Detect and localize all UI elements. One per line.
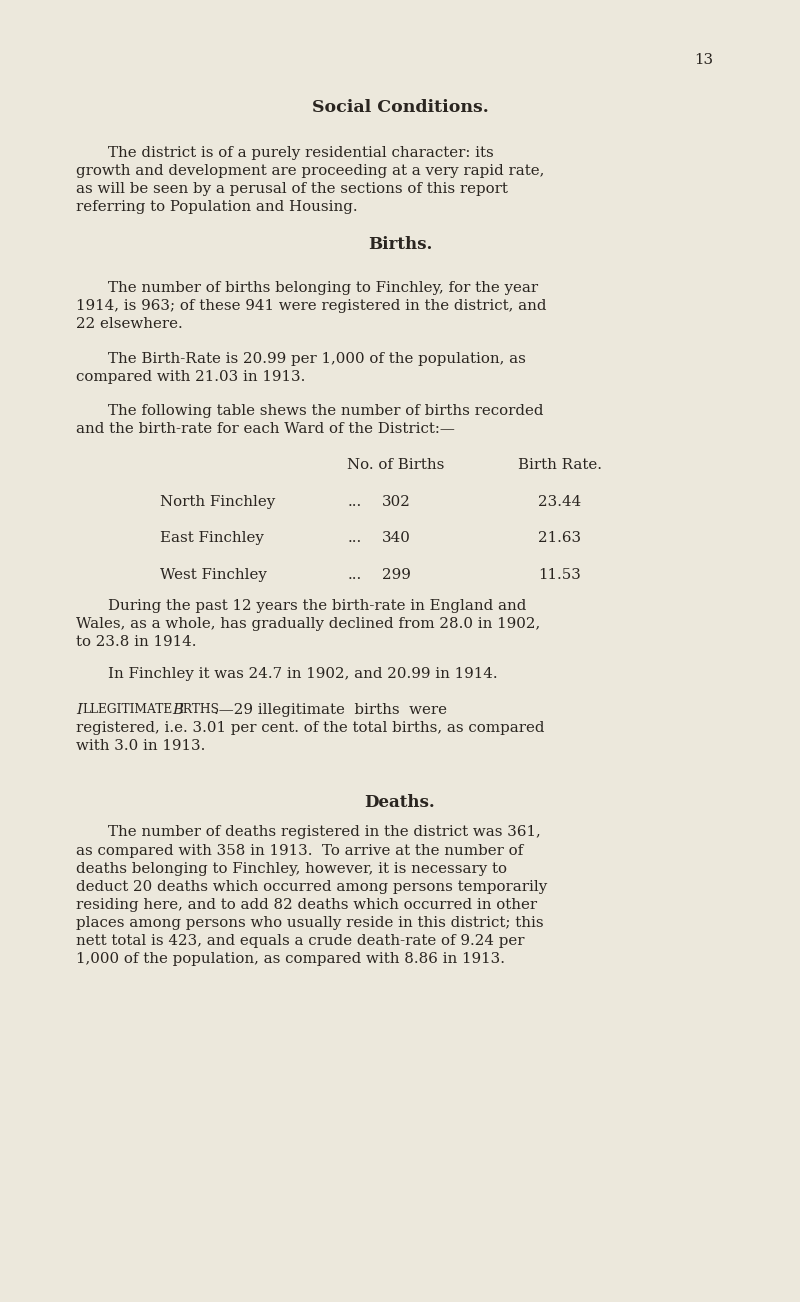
Text: compared with 21.03 in 1913.: compared with 21.03 in 1913. (76, 370, 306, 384)
Text: ...: ... (348, 531, 362, 546)
Text: Deaths.: Deaths. (365, 794, 435, 811)
Text: The number of births belonging to Finchley, for the year: The number of births belonging to Finchl… (108, 281, 538, 296)
Text: residing here, and to add 82 deaths which occurred in other: residing here, and to add 82 deaths whic… (76, 897, 537, 911)
Text: Social Conditions.: Social Conditions. (312, 99, 488, 116)
Text: 23.44: 23.44 (538, 495, 582, 509)
Text: places among persons who usually reside in this district; this: places among persons who usually reside … (76, 915, 544, 930)
Text: IRTHS: IRTHS (178, 703, 219, 716)
Text: growth and development are proceeding at a very rapid rate,: growth and development are proceeding at… (76, 164, 544, 178)
Text: Wales, as a whole, has gradually declined from 28.0 in 1902,: Wales, as a whole, has gradually decline… (76, 617, 540, 631)
Text: 299: 299 (382, 568, 410, 582)
Text: No. of Births: No. of Births (347, 458, 445, 473)
Text: ...: ... (348, 495, 362, 509)
Text: Birth Rate.: Birth Rate. (518, 458, 602, 473)
Text: The Birth-Rate is 20.99 per 1,000 of the population, as: The Birth-Rate is 20.99 per 1,000 of the… (108, 352, 526, 366)
Text: The district is of a purely residential character: its: The district is of a purely residential … (108, 146, 494, 160)
Text: nett total is 423, and equals a crude death-rate of 9.24 per: nett total is 423, and equals a crude de… (76, 934, 525, 948)
Text: as compared with 358 in 1913.  To arrive at the number of: as compared with 358 in 1913. To arrive … (76, 844, 523, 858)
Text: B: B (173, 703, 183, 717)
Text: North Finchley: North Finchley (160, 495, 275, 509)
Text: 11.53: 11.53 (538, 568, 582, 582)
Text: 21.63: 21.63 (538, 531, 582, 546)
Text: 302: 302 (382, 495, 410, 509)
Text: 13: 13 (694, 53, 714, 68)
Text: ...: ... (348, 568, 362, 582)
Text: 1,000 of the population, as compared with 8.86 in 1913.: 1,000 of the population, as compared wit… (76, 952, 505, 966)
Text: During the past 12 years the birth-rate in England and: During the past 12 years the birth-rate … (108, 599, 526, 613)
Text: 1914, is 963; of these 941 were registered in the district, and: 1914, is 963; of these 941 were register… (76, 299, 546, 314)
Text: LLEGITIMATE: LLEGITIMATE (82, 703, 172, 716)
Text: The number of deaths registered in the district was 361,: The number of deaths registered in the d… (108, 825, 541, 840)
Text: referring to Population and Housing.: referring to Population and Housing. (76, 201, 358, 214)
Text: registered, i.e. 3.01 per cent. of the total births, as compared: registered, i.e. 3.01 per cent. of the t… (76, 721, 545, 736)
Text: West Finchley: West Finchley (160, 568, 267, 582)
Text: .—29 illegitimate  births  were: .—29 illegitimate births were (214, 703, 446, 717)
Text: 22 elsewhere.: 22 elsewhere. (76, 318, 182, 331)
Text: East Finchley: East Finchley (160, 531, 264, 546)
Text: The following table shews the number of births recorded: The following table shews the number of … (108, 404, 543, 418)
Text: with 3.0 in 1913.: with 3.0 in 1913. (76, 740, 206, 753)
Text: deduct 20 deaths which occurred among persons temporarily: deduct 20 deaths which occurred among pe… (76, 880, 547, 893)
Text: 340: 340 (382, 531, 410, 546)
Text: and the birth-rate for each Ward of the District:—: and the birth-rate for each Ward of the … (76, 422, 455, 436)
Text: In Finchley it was 24.7 in 1902, and 20.99 in 1914.: In Finchley it was 24.7 in 1902, and 20.… (108, 667, 498, 681)
Text: to 23.8 in 1914.: to 23.8 in 1914. (76, 635, 197, 648)
Text: deaths belonging to Finchley, however, it is necessary to: deaths belonging to Finchley, however, i… (76, 862, 507, 875)
Text: as will be seen by a perusal of the sections of this report: as will be seen by a perusal of the sect… (76, 182, 508, 195)
Text: I: I (76, 703, 82, 717)
Text: Births.: Births. (368, 236, 432, 253)
